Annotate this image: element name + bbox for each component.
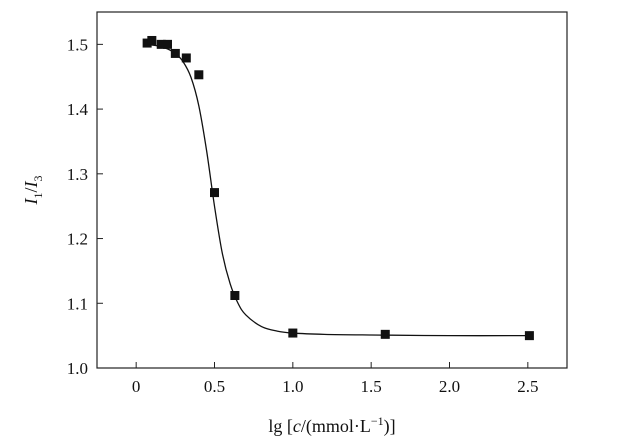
x-axis-label: lg [c/(mmol·L−1)] — [268, 414, 395, 437]
data-point — [163, 39, 172, 49]
data-point — [524, 331, 534, 341]
data-point — [156, 39, 166, 49]
y-axis-label-sub1: 1 — [31, 193, 45, 199]
y-tick-label: 1.1 — [67, 294, 88, 313]
data-point — [288, 328, 298, 338]
data-point — [142, 38, 152, 48]
y-axis-label-base1: I — [21, 198, 41, 206]
x-tick-label: 0.5 — [204, 377, 225, 396]
plot-frame — [96, 11, 568, 369]
x-axis-label-middle: /(mmol·L — [301, 416, 371, 437]
y-axis-label: I1/I3 — [21, 175, 45, 205]
data-point — [181, 53, 191, 63]
y-tick-label: 1.0 — [67, 359, 88, 378]
data-point — [380, 329, 390, 339]
fit-curve — [147, 43, 530, 337]
x-tick-label: 1.0 — [282, 377, 303, 396]
y-axis-label-sub2: 3 — [31, 175, 45, 181]
y-axis-ticks: 1.0 1.1 1.2 1.3 1.4 1.5 — [67, 35, 103, 378]
data-point — [194, 70, 204, 80]
x-axis-label-prefix: lg [ — [268, 416, 293, 436]
y-axis-label-sep: / — [21, 187, 41, 192]
x-axis-label-sup: −1 — [371, 414, 384, 428]
y-axis-label-base2: I — [21, 180, 41, 188]
x-axis-label-suffix: )] — [384, 416, 396, 437]
data-point — [230, 291, 240, 301]
x-tick-label: 0 — [132, 377, 141, 396]
x-axis-label-var: c — [293, 416, 301, 436]
y-tick-label: 1.5 — [67, 35, 88, 54]
data-point — [147, 35, 157, 45]
data-points — [142, 35, 534, 341]
x-tick-label: 2.0 — [439, 377, 460, 396]
y-tick-label: 1.2 — [67, 230, 88, 249]
y-tick-label: 1.4 — [67, 100, 89, 119]
x-axis-ticks: 0 0.5 1.0 1.5 2.0 2.5 — [132, 362, 538, 396]
x-tick-label: 1.5 — [361, 377, 382, 396]
data-point — [210, 188, 219, 198]
data-point — [170, 48, 180, 58]
y-tick-label: 1.3 — [67, 165, 88, 184]
x-tick-label: 2.5 — [517, 377, 538, 396]
